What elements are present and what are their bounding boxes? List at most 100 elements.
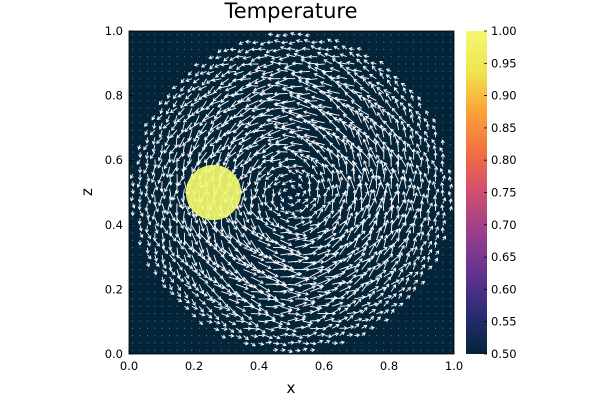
background-vector <box>154 100 156 102</box>
velocity-arrow <box>220 62 229 67</box>
background-vector <box>154 327 156 329</box>
background-vector <box>353 342 355 344</box>
velocity-arrow <box>245 100 259 108</box>
velocity-arrow <box>447 176 452 182</box>
velocity-arrow <box>339 263 354 271</box>
velocity-arrow <box>137 203 142 211</box>
background-vector <box>442 48 444 50</box>
velocity-arrow <box>409 134 414 145</box>
background-vector <box>449 320 451 322</box>
background-vector <box>316 349 318 351</box>
background-vector <box>375 56 377 58</box>
velocity-arrow <box>398 221 406 234</box>
velocity-arrow <box>173 93 178 100</box>
background-vector <box>449 70 451 72</box>
background-vector <box>176 305 178 307</box>
background-vector <box>161 335 163 337</box>
velocity-arrow <box>180 78 185 84</box>
velocity-arrow <box>357 174 363 189</box>
velocity-arrow <box>244 166 252 178</box>
velocity-arrow <box>256 63 266 70</box>
velocity-arrow <box>390 267 397 278</box>
background-vector <box>405 320 407 322</box>
background-vector <box>183 63 185 65</box>
velocity-arrow <box>405 184 412 197</box>
velocity-arrow <box>287 340 295 345</box>
velocity-arrow <box>420 240 427 248</box>
background-vector <box>139 291 141 293</box>
velocity-arrow <box>241 129 252 142</box>
velocity-arrow <box>137 144 142 151</box>
velocity-arrow <box>198 291 208 297</box>
velocity-arrow <box>440 139 445 145</box>
velocity-arrow <box>169 107 178 113</box>
velocity-arrow <box>261 70 274 76</box>
velocity-arrow <box>356 152 363 167</box>
background-vector <box>390 320 392 322</box>
velocity-arrow <box>302 198 309 204</box>
background-vector <box>176 313 178 315</box>
velocity-arrow <box>271 188 276 198</box>
velocity-arrow <box>183 218 190 232</box>
velocity-arrow <box>152 232 157 242</box>
velocity-arrow <box>287 317 299 322</box>
velocity-arrow <box>361 241 369 256</box>
velocity-arrow <box>258 98 274 103</box>
velocity-arrow <box>324 47 333 52</box>
velocity-arrow <box>362 138 370 153</box>
velocity-arrow <box>368 250 378 263</box>
velocity-arrow <box>154 181 159 191</box>
velocity-arrow <box>279 173 288 178</box>
background-vector <box>405 335 407 337</box>
velocity-arrow <box>137 240 142 246</box>
velocity-arrow <box>361 204 369 219</box>
background-vector <box>390 349 392 351</box>
velocity-arrow <box>174 137 179 149</box>
velocity-arrow <box>171 85 178 90</box>
background-vector <box>176 320 178 322</box>
background-vector <box>405 63 407 65</box>
background-vector <box>412 320 414 322</box>
velocity-arrow <box>409 199 414 211</box>
background-vector <box>139 78 141 80</box>
y-tick-label: 0.2 <box>105 282 123 296</box>
velocity-arrow <box>267 142 281 147</box>
velocity-arrow <box>265 232 274 244</box>
background-vector <box>368 342 370 344</box>
velocity-arrow <box>381 109 392 116</box>
background-vector <box>161 305 163 307</box>
velocity-arrow <box>354 317 363 322</box>
velocity-arrow <box>184 122 193 133</box>
background-vector <box>191 349 193 351</box>
background-vector <box>154 63 156 65</box>
velocity-arrow <box>374 174 379 189</box>
velocity-arrow <box>395 204 400 219</box>
velocity-arrow <box>416 150 422 160</box>
velocity-arrow <box>383 89 392 94</box>
background-vector <box>412 34 414 36</box>
background-vector <box>449 34 451 36</box>
velocity-arrow <box>137 218 142 225</box>
velocity-arrow <box>309 269 323 278</box>
velocity-arrow <box>259 41 266 46</box>
velocity-arrow <box>426 255 431 263</box>
velocity-arrow <box>352 125 363 138</box>
background-vector <box>139 261 141 263</box>
velocity-arrow <box>258 92 274 97</box>
background-vector <box>442 136 444 138</box>
velocity-arrow <box>130 188 135 195</box>
velocity-arrow <box>149 151 156 160</box>
velocity-arrow <box>157 196 163 207</box>
y-axis: 0.00.20.40.60.81.0 <box>105 24 133 361</box>
background-vector <box>183 34 185 36</box>
background-vector <box>435 349 436 351</box>
velocity-arrow <box>339 169 348 182</box>
velocity-arrow <box>199 70 207 75</box>
background-vector <box>139 254 141 256</box>
velocity-arrow <box>180 85 185 92</box>
velocity-arrow <box>225 85 237 92</box>
velocity-arrow <box>305 138 318 146</box>
velocity-arrow <box>171 122 178 132</box>
velocity-arrow <box>147 218 152 226</box>
velocity-arrow <box>385 74 392 80</box>
